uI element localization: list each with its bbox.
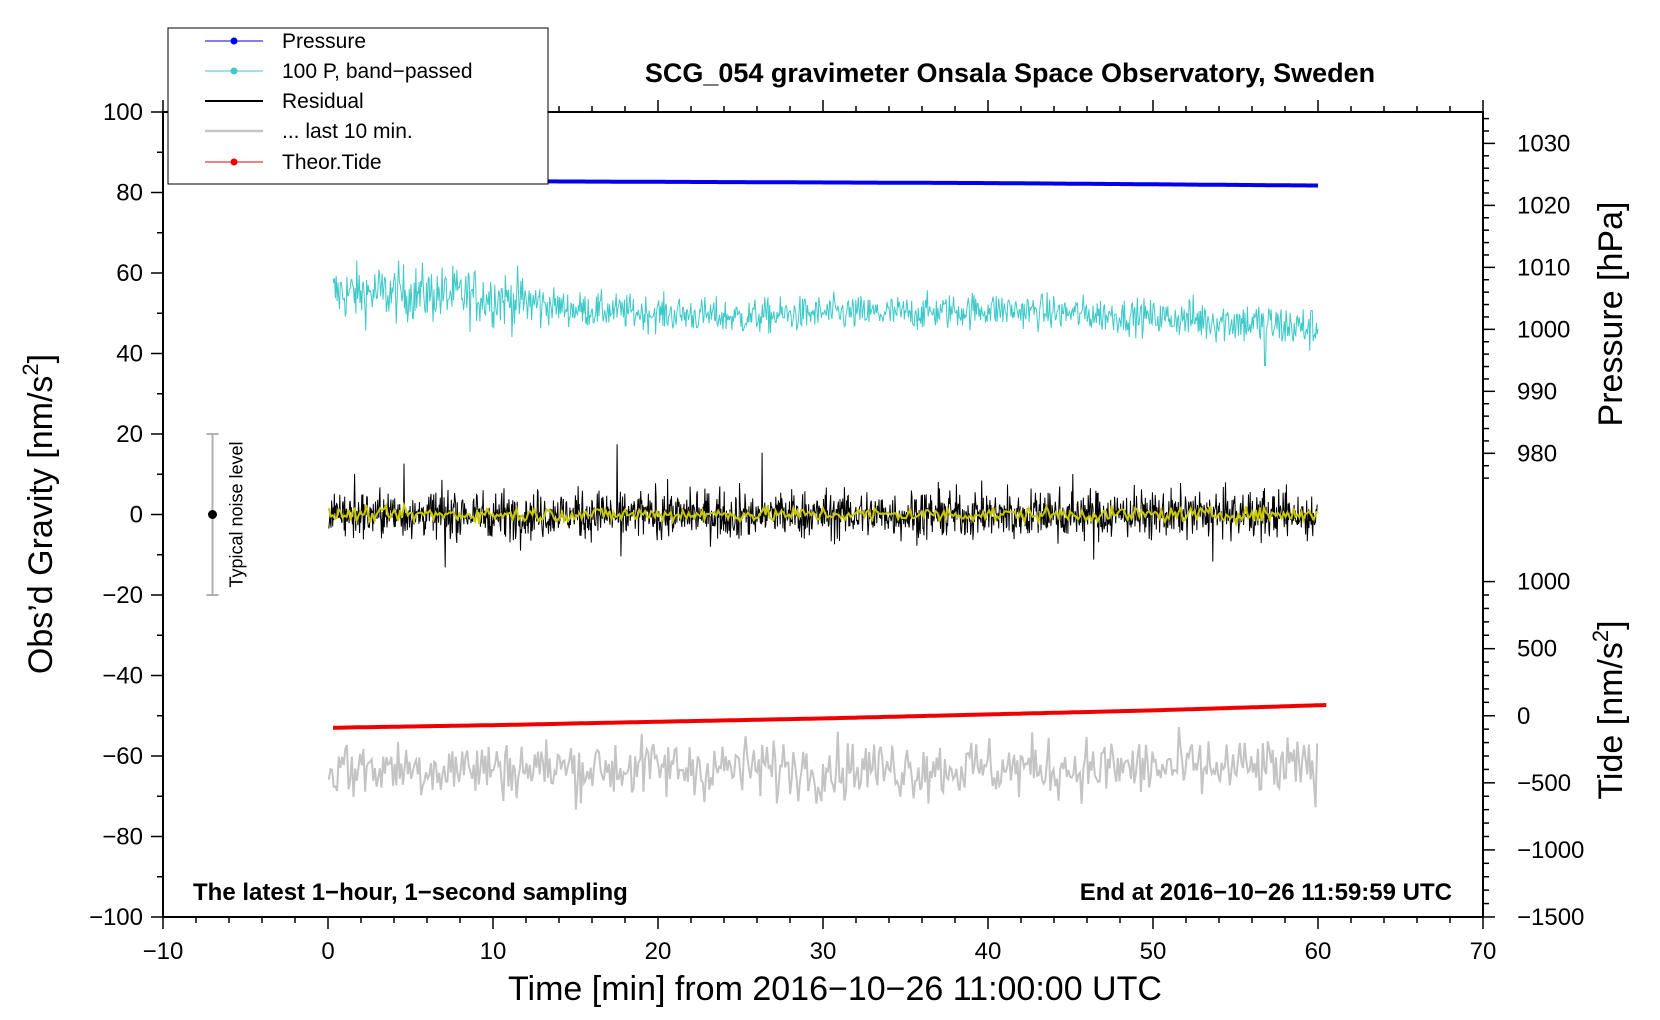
y-tick-label: −80 — [102, 824, 143, 851]
series-layer — [327, 179, 1327, 810]
legend: Pressure 100 P, band−passed Residual ...… — [167, 27, 549, 185]
x-tick-label: 70 — [1470, 938, 1497, 965]
y-tick-label: −20 — [102, 582, 143, 609]
series-bandpassed-pressure — [332, 260, 1319, 367]
tide-tick-label: −500 — [1517, 770, 1571, 797]
chart-title: SCG_054 gravimeter Onsala Space Observat… — [645, 58, 1375, 88]
footer-right: End at 2016−10−26 11:59:59 UTC — [1080, 879, 1452, 906]
x-tick-label: 60 — [1305, 938, 1332, 965]
y-tick-label: 60 — [116, 260, 143, 287]
x-tick-label: 30 — [810, 938, 837, 965]
pressure-tick-label: 980 — [1517, 440, 1557, 467]
y-axis-title-tide: Tide [nm/s2] — [1588, 620, 1630, 799]
legend-marker-bandpassed — [230, 67, 238, 75]
y-axis-title-pressure: Pressure [hPa] — [1592, 202, 1630, 427]
series-theoretical-tide — [333, 703, 1327, 730]
x-tick-label: 0 — [321, 938, 334, 965]
legend-marker-pressure — [230, 37, 238, 45]
y-tick-label: 0 — [130, 502, 143, 529]
series-last-10-min — [327, 727, 1319, 810]
series-residual-smoothed — [327, 501, 1319, 528]
footer-left: The latest 1−hour, 1−second sampling — [193, 879, 628, 906]
x-tick-label: −10 — [143, 938, 184, 965]
x-tick-label: 40 — [975, 938, 1002, 965]
x-tick-label: 50 — [1140, 938, 1167, 965]
legend-box — [167, 27, 549, 185]
series-residual — [328, 444, 1318, 568]
noise-level-dot — [208, 510, 217, 519]
legend-marker-tide — [230, 158, 238, 166]
tide-tick-label: 1000 — [1517, 569, 1570, 596]
noise-level-label: Typical noise level — [227, 441, 247, 587]
tide-tick-label: −1000 — [1517, 837, 1584, 864]
x-tick-label: 10 — [480, 938, 507, 965]
legend-label-last10: ... last 10 min. — [282, 120, 413, 143]
tide-tick-label: −1500 — [1517, 904, 1584, 931]
y-tick-label: 40 — [116, 341, 143, 368]
pressure-tick-label: 1010 — [1517, 254, 1570, 281]
y-axis-ticks-left: −100 −80 −60 −40 −20 0 20 40 60 80 100 — [89, 99, 163, 931]
y-axis-title-left: Obs’d Gravity [nm/s2] — [18, 354, 60, 674]
pressure-tick-label: 1030 — [1517, 130, 1570, 157]
series-pressure — [542, 179, 1318, 188]
tide-tick-label: 500 — [1517, 636, 1557, 663]
y-tick-label: 100 — [103, 99, 143, 126]
pressure-tick-label: 1000 — [1517, 316, 1570, 343]
pressure-axis-ticks: 980 990 1000 1010 1020 1030 — [1483, 117, 1570, 479]
y-tick-label: −100 — [89, 904, 143, 931]
y-tick-label: −40 — [102, 663, 143, 690]
legend-label-tide: Theor.Tide — [282, 151, 382, 174]
tide-axis-ticks: −1500 −1000 −500 0 500 1000 — [1483, 569, 1584, 931]
legend-label-residual: Residual — [282, 90, 364, 113]
x-tick-label: 20 — [645, 938, 672, 965]
y-tick-label: 80 — [116, 180, 143, 207]
tide-tick-label: 0 — [1517, 703, 1530, 730]
pressure-tick-label: 1020 — [1517, 192, 1570, 219]
noise-level-indicator: Typical noise level — [206, 433, 247, 596]
y-tick-label: 20 — [116, 421, 143, 448]
x-axis-title: Time [min] from 2016−10−26 11:00:00 UTC — [508, 970, 1162, 1008]
legend-label-pressure: Pressure — [282, 30, 366, 53]
pressure-tick-label: 990 — [1517, 378, 1557, 405]
y-tick-label: −60 — [102, 743, 143, 770]
legend-label-bandpassed: 100 P, band−passed — [282, 60, 473, 83]
